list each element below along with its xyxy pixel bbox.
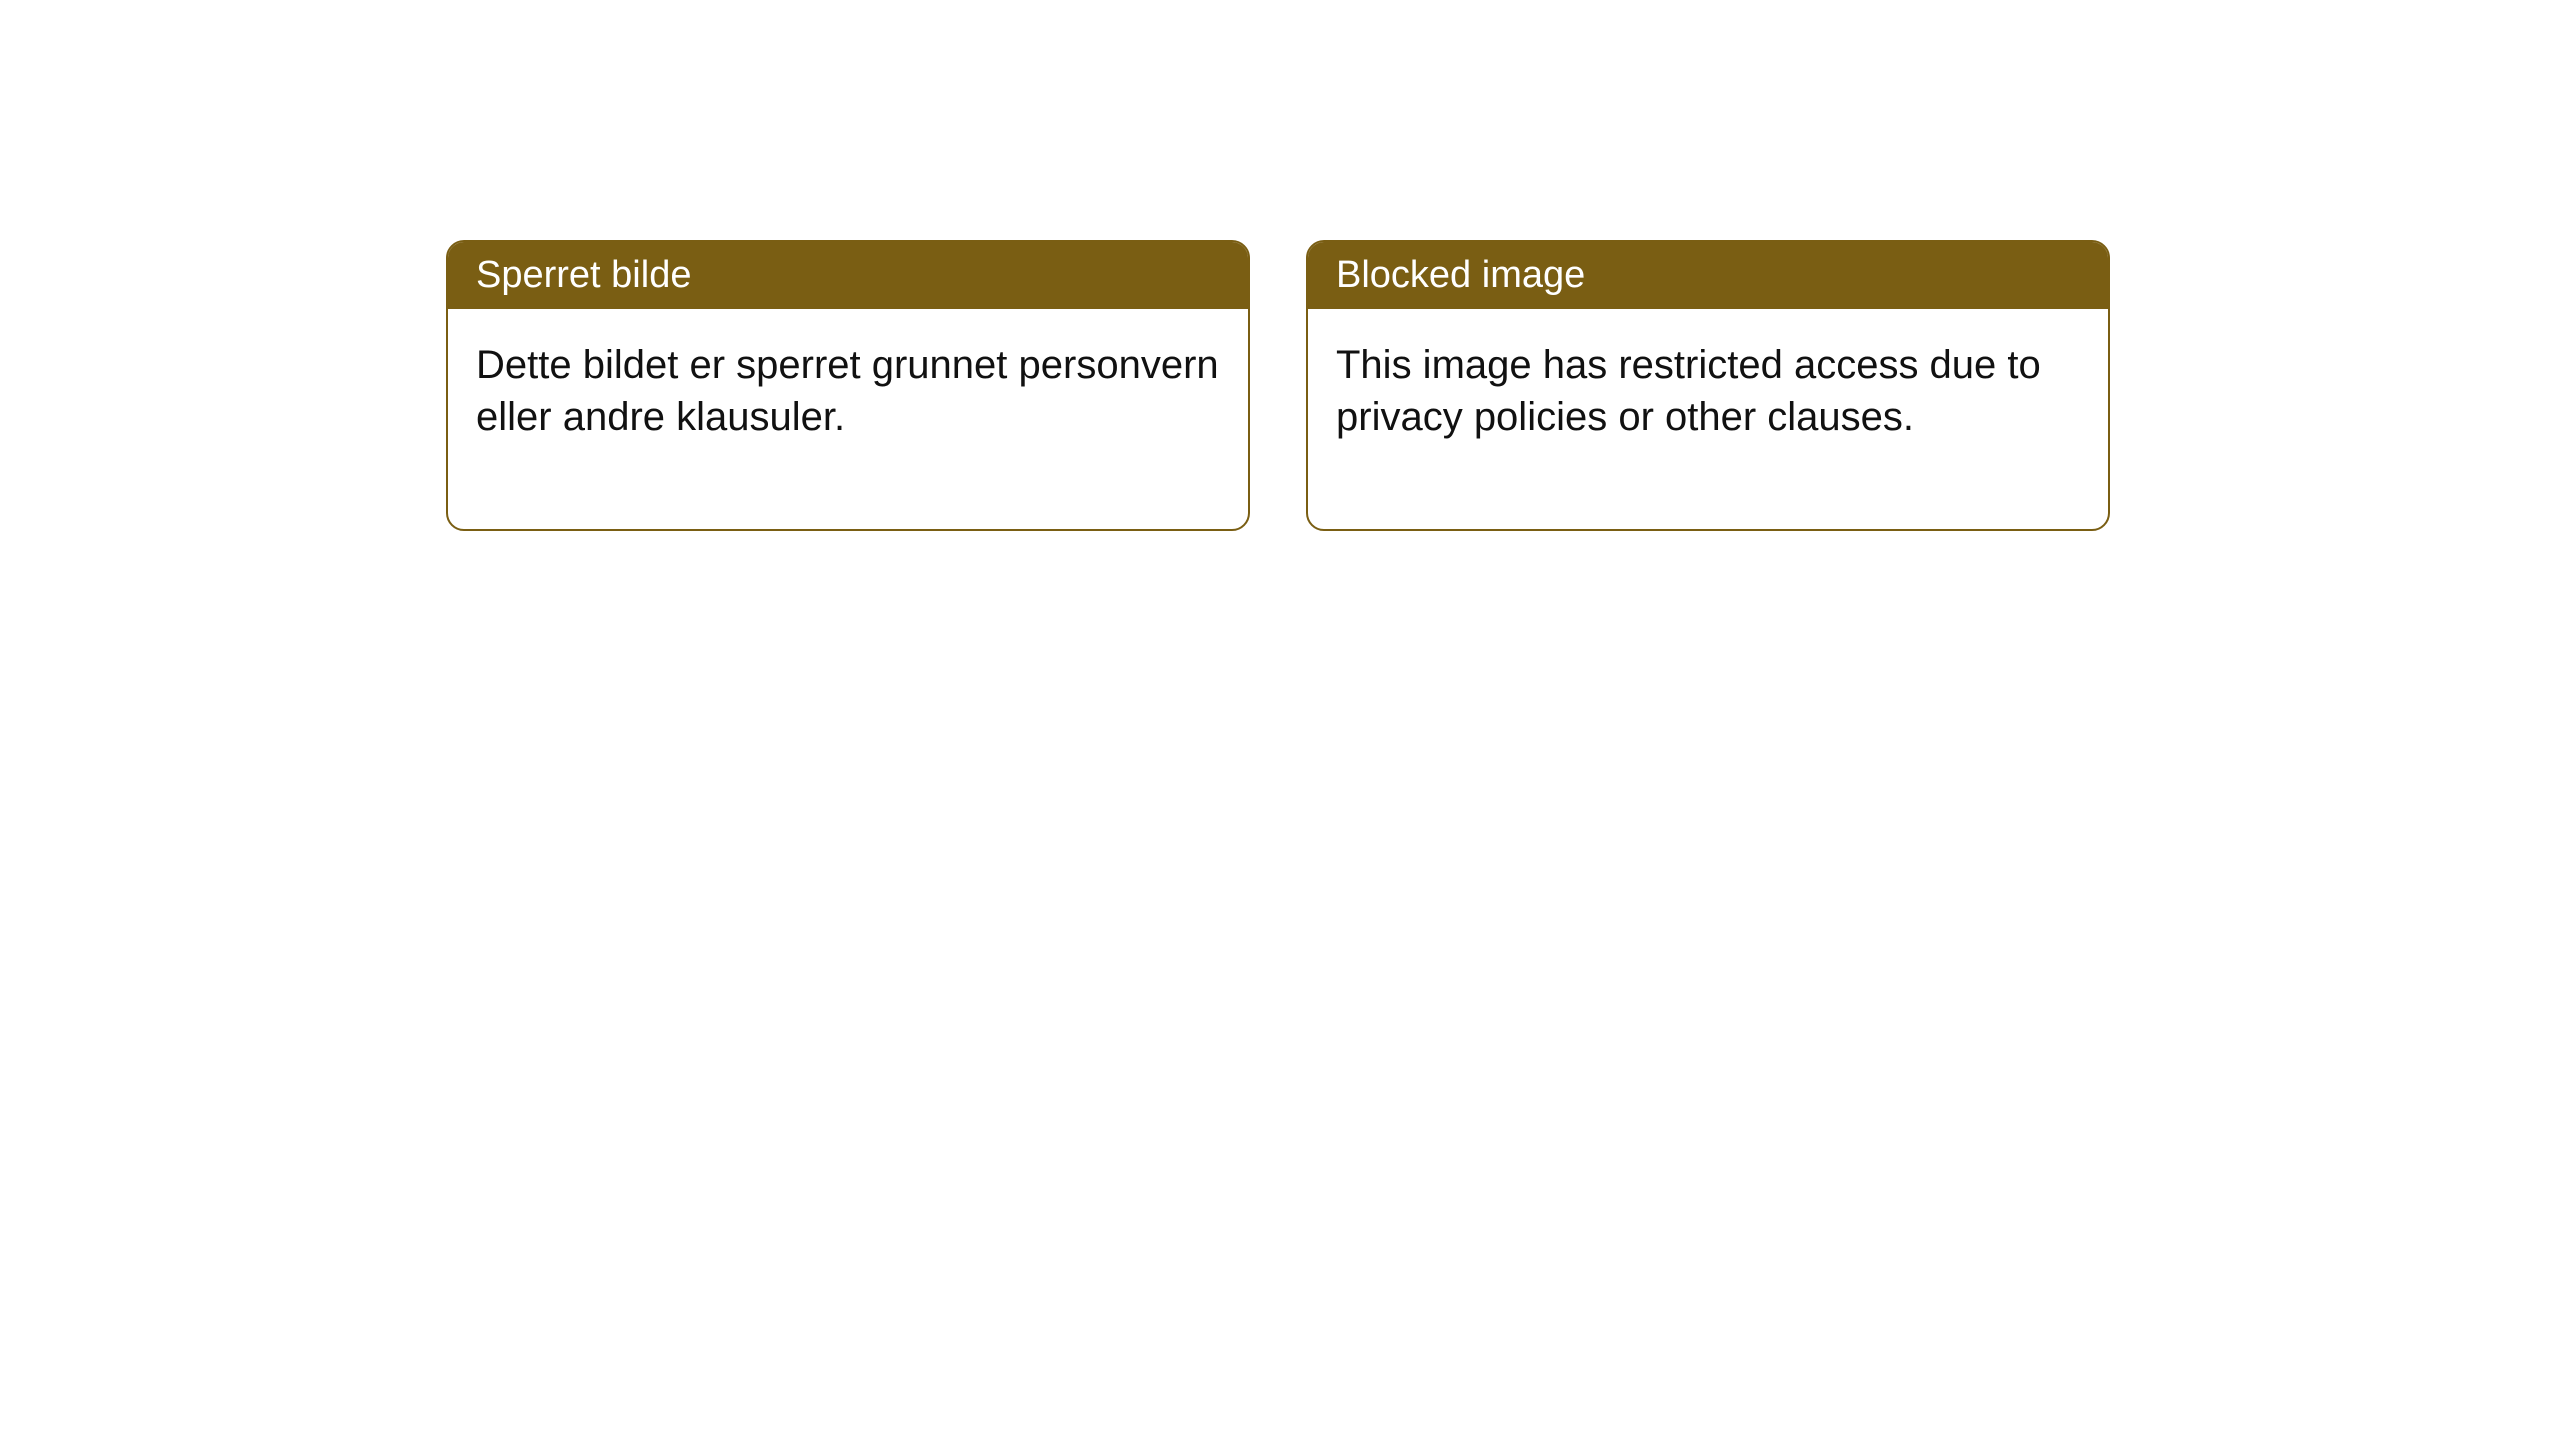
card-body: Dette bildet er sperret grunnet personve… bbox=[448, 309, 1248, 529]
card-title: Blocked image bbox=[1336, 254, 1585, 296]
blocked-image-cards: Sperret bilde Dette bildet er sperret gr… bbox=[446, 240, 2110, 531]
card-body: This image has restricted access due to … bbox=[1308, 309, 2108, 529]
card-header: Blocked image bbox=[1308, 242, 2108, 309]
card-body-text: Dette bildet er sperret grunnet personve… bbox=[476, 343, 1219, 439]
card-body-text: This image has restricted access due to … bbox=[1336, 343, 2041, 439]
card-header: Sperret bilde bbox=[448, 242, 1248, 309]
card-title: Sperret bilde bbox=[476, 254, 691, 296]
blocked-image-card-english: Blocked image This image has restricted … bbox=[1306, 240, 2110, 531]
blocked-image-card-norwegian: Sperret bilde Dette bildet er sperret gr… bbox=[446, 240, 1250, 531]
